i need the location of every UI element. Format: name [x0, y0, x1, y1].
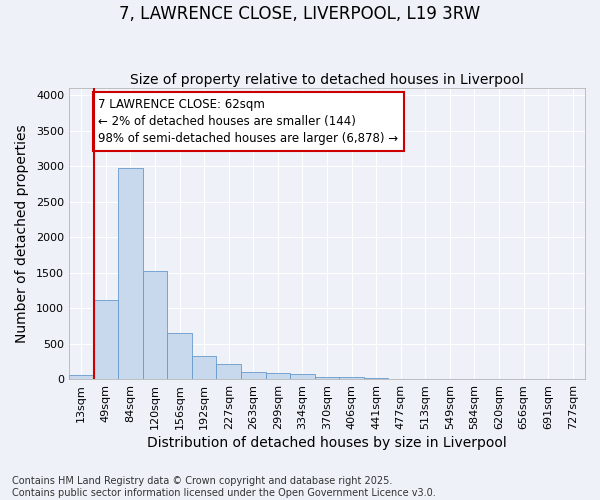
Y-axis label: Number of detached properties: Number of detached properties	[15, 124, 29, 343]
Bar	[94, 300, 118, 379]
Bar	[118, 168, 143, 379]
Text: 7 LAWRENCE CLOSE: 62sqm
← 2% of detached houses are smaller (144)
98% of semi-de: 7 LAWRENCE CLOSE: 62sqm ← 2% of detached…	[98, 98, 398, 145]
Bar	[192, 356, 217, 379]
Bar	[339, 377, 364, 379]
X-axis label: Distribution of detached houses by size in Liverpool: Distribution of detached houses by size …	[147, 436, 507, 450]
Text: Contains HM Land Registry data © Crown copyright and database right 2025.
Contai: Contains HM Land Registry data © Crown c…	[12, 476, 436, 498]
Text: 7, LAWRENCE CLOSE, LIVERPOOL, L19 3RW: 7, LAWRENCE CLOSE, LIVERPOOL, L19 3RW	[119, 5, 481, 23]
Bar	[241, 372, 266, 379]
Bar	[143, 270, 167, 379]
Title: Size of property relative to detached houses in Liverpool: Size of property relative to detached ho…	[130, 73, 524, 87]
Bar	[388, 378, 413, 379]
Bar	[314, 376, 339, 379]
Bar	[364, 378, 388, 379]
Bar	[69, 375, 94, 379]
Bar	[167, 333, 192, 379]
Bar	[266, 372, 290, 379]
Bar	[217, 364, 241, 379]
Bar	[290, 374, 314, 379]
